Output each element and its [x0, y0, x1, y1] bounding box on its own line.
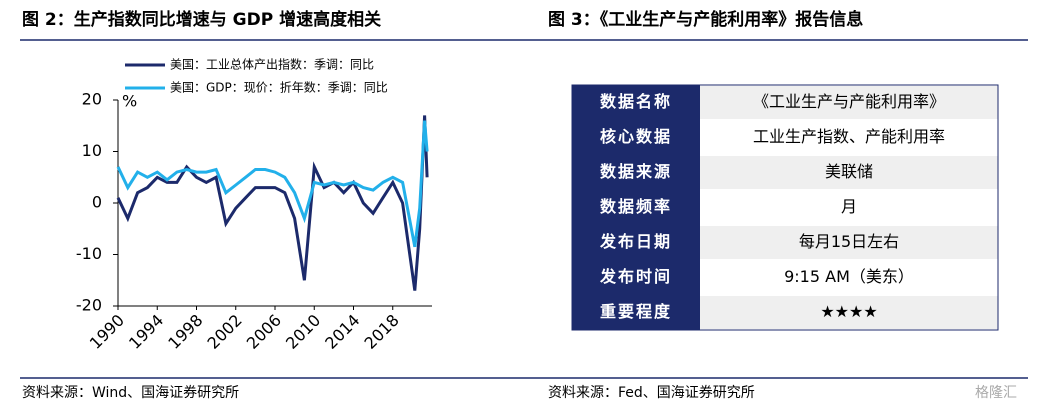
right-source: 资料来源：Fed、国海证券研究所 — [548, 385, 755, 401]
value-cell — [700, 156, 998, 189]
header-text: 数据名称 — [600, 92, 672, 111]
chart: -20 -10 0 10 20 % 1990199419982002200620102014… — [76, 57, 432, 353]
right-title: 图 3：《工业生产与产能利用率》报告信息 — [548, 9, 863, 30]
header-cell — [572, 225, 700, 260]
series-line — [116, 115, 429, 291]
header-cell — [572, 190, 700, 225]
header-cell — [572, 260, 700, 295]
y-tick-label: -10 — [76, 244, 102, 263]
header-cell — [572, 155, 700, 190]
x-tick-label: 2010 — [282, 311, 324, 353]
legend-label: 美国：工业总体产出指数：季调：同比 — [170, 57, 374, 72]
legend-label: 美国：GDP：现价：折年数：季调：同比 — [170, 80, 388, 95]
value-text: 工业生产指数、产能利用率 — [753, 127, 945, 146]
y-tick-label: 0 — [92, 193, 102, 212]
value-text: ★★★★ — [820, 302, 877, 321]
header-text: 发布日期 — [599, 232, 672, 251]
value-cell — [700, 296, 998, 329]
x-tick-label: 2014 — [321, 311, 363, 353]
value-cell — [700, 261, 998, 294]
value-text: 每月15日左右 — [799, 232, 899, 251]
header-cell — [572, 295, 700, 330]
value-cell — [700, 191, 998, 224]
header-text: 数据来源 — [600, 162, 672, 181]
x-tick-label: 1998 — [164, 311, 206, 353]
table-border — [571, 84, 999, 331]
y-axis-label: % — [122, 92, 137, 111]
x-tick-label: 1990 — [86, 311, 128, 353]
x-tick-label: 2002 — [204, 311, 246, 353]
watermark: 格隆汇 — [975, 385, 1017, 401]
x-tick-label: 2006 — [243, 311, 285, 353]
value-text: 美联储 — [825, 162, 873, 181]
header-text: 核心数据 — [600, 127, 672, 146]
y-tick-label: 10 — [82, 141, 102, 160]
header-cell — [572, 120, 700, 155]
y-tick-label: -20 — [76, 296, 102, 315]
left-source: 资料来源：Wind、国海证券研究所 — [22, 385, 239, 401]
x-tick-label: 2018 — [361, 311, 403, 353]
value-text: 《工业生产与产能利用率》 — [753, 92, 945, 111]
value-cell — [700, 121, 998, 154]
header-text: 重要程度 — [600, 302, 672, 321]
x-tick-label: 1994 — [125, 311, 167, 353]
value-text: 月 — [841, 197, 857, 216]
header-text: 发布时间 — [599, 267, 672, 286]
value-cell — [700, 86, 998, 119]
left-title: 图 2：生产指数同比增速与 GDP 增速高度相关 — [22, 9, 381, 30]
value-text: 9:15 AM（美东） — [784, 267, 914, 286]
y-tick-label: 20 — [82, 90, 102, 109]
header-cell — [572, 85, 700, 120]
series-line — [116, 120, 429, 248]
header-text: 数据频率 — [600, 197, 672, 216]
value-cell — [700, 226, 998, 259]
